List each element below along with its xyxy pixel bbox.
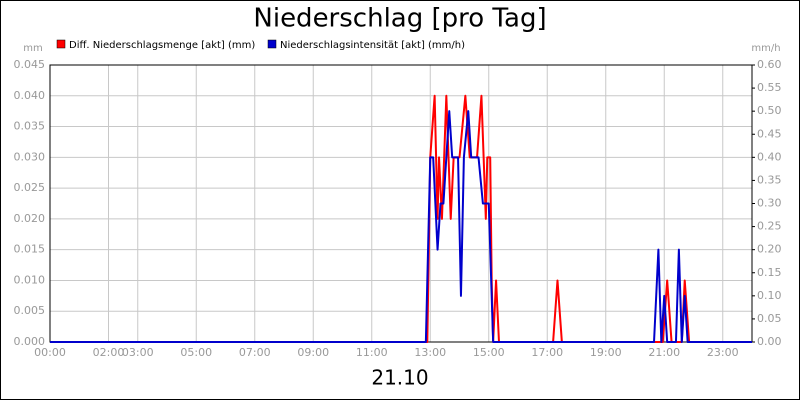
x-tick-label: 09:00 xyxy=(297,346,329,359)
y2-tick-label: 0.25 xyxy=(757,220,782,233)
x-tick-label: 17:00 xyxy=(531,346,563,359)
y2-tick-label: 0.05 xyxy=(757,312,782,325)
y2-axis-label: mm/h xyxy=(751,43,780,54)
y-tick-label: 0.000 xyxy=(14,335,46,348)
y2-tick-label: 0.15 xyxy=(757,266,782,279)
y-tick-label: 0.030 xyxy=(14,150,46,163)
legend-label: Niederschlagsintensität [akt] (mm/h) xyxy=(280,40,465,51)
x-tick-label: 02:00 xyxy=(93,346,125,359)
y-tick-label: 0.045 xyxy=(14,58,46,71)
y2-tick-label: 0.60 xyxy=(757,58,782,71)
y-tick-label: 0.040 xyxy=(14,89,46,102)
y2-tick-label: 0.00 xyxy=(757,335,782,348)
y2-tick-label: 0.50 xyxy=(757,104,782,117)
y-tick-label: 0.035 xyxy=(14,120,46,133)
x-tick-label: 07:00 xyxy=(239,346,271,359)
x-tick-label: 19:00 xyxy=(590,346,622,359)
y-tick-label: 0.015 xyxy=(14,243,46,256)
legend-swatch xyxy=(267,39,277,49)
y2-tick-label: 0.20 xyxy=(757,243,782,256)
x-tick-label: 21:00 xyxy=(648,346,680,359)
y2-tick-label: 0.55 xyxy=(757,81,782,94)
x-tick-label: 05:00 xyxy=(180,346,212,359)
y2-tick-label: 0.40 xyxy=(757,150,782,163)
plot-area xyxy=(49,64,753,343)
y2-tick-label: 0.10 xyxy=(757,289,782,302)
series-line xyxy=(50,94,752,343)
series-line xyxy=(50,110,752,343)
y2-tick-label: 0.35 xyxy=(757,173,782,186)
x-tick-label: 11:00 xyxy=(356,346,388,359)
y2-tick-label: 0.30 xyxy=(757,197,782,210)
legend-swatch xyxy=(56,39,66,49)
y-tick-label: 0.020 xyxy=(14,212,46,225)
x-tick-label: 03:00 xyxy=(122,346,154,359)
x-tick-label: 00:00 xyxy=(34,346,66,359)
date-label: 21.10 xyxy=(371,366,428,390)
chart-title: Niederschlag [pro Tag] xyxy=(253,4,546,34)
x-tick-label: 15:00 xyxy=(473,346,505,359)
legend-label: Diff. Niederschlagsmenge [akt] (mm) xyxy=(69,40,255,51)
y-tick-label: 0.010 xyxy=(14,273,46,286)
y-axis-label: mm xyxy=(23,43,42,54)
x-tick-label: 23:00 xyxy=(707,346,739,359)
x-tick-label: 13:00 xyxy=(414,346,446,359)
y2-tick-label: 0.45 xyxy=(757,127,782,140)
y-tick-label: 0.005 xyxy=(14,304,46,317)
y-tick-label: 0.025 xyxy=(14,181,46,194)
